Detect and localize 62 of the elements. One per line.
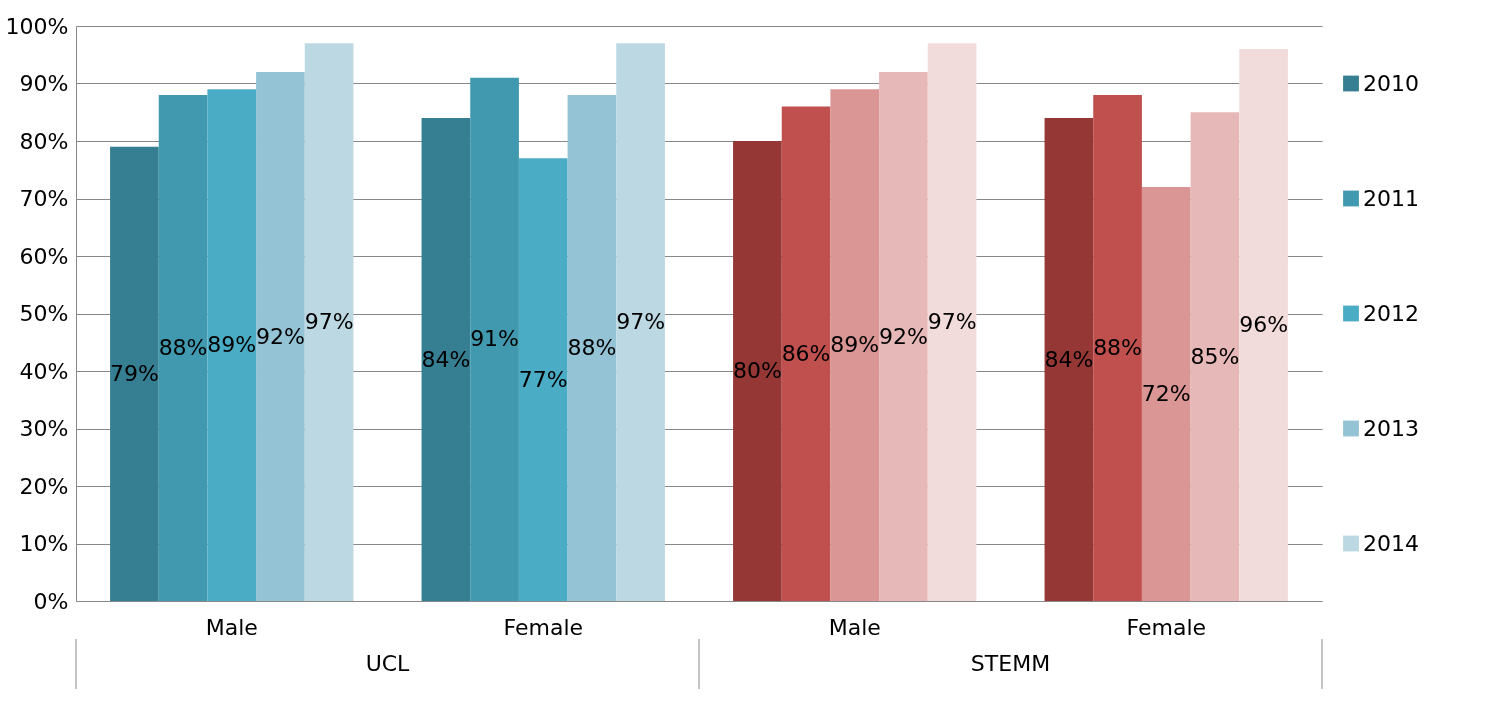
data-label: 88% <box>567 335 617 360</box>
data-label: 97% <box>616 309 666 335</box>
data-label: 85% <box>1190 343 1240 369</box>
bar <box>567 95 617 601</box>
data-label: 86% <box>781 340 831 366</box>
y-tick-label: 60% <box>19 243 69 269</box>
x-tick-label: Male <box>205 614 258 640</box>
bar <box>733 141 782 601</box>
bar <box>518 158 568 601</box>
text: STEMM <box>970 651 1051 676</box>
bar <box>470 77 519 601</box>
data-label: 89% <box>830 332 880 358</box>
bar <box>110 146 159 601</box>
data-label: 80% <box>732 358 782 383</box>
bar <box>1141 187 1191 601</box>
data-label: 91% <box>470 326 520 352</box>
data-label: 89% <box>207 332 257 358</box>
bar <box>1239 49 1288 601</box>
bar <box>304 43 354 601</box>
bar <box>616 43 665 601</box>
bar <box>1093 95 1142 601</box>
x-tick-label: Male <box>828 614 881 640</box>
y-tick-label: 30% <box>19 416 69 441</box>
data-label: 84% <box>421 346 471 372</box>
legend-label: 2014 <box>1363 530 1419 556</box>
y-tick-label: 90% <box>19 71 69 96</box>
y-tick-label: 40% <box>19 358 69 384</box>
data-label: 92% <box>255 323 305 349</box>
y-tick-label: 0% <box>33 588 69 614</box>
bar <box>879 72 928 601</box>
y-tick-label: 100% <box>5 13 69 39</box>
legend-label: 2012 <box>1363 300 1419 326</box>
y-tick-label: 80% <box>19 128 69 154</box>
data-label: 72% <box>1141 381 1191 406</box>
y-tick-label: 50% <box>19 301 69 326</box>
bar <box>781 106 831 601</box>
bar <box>927 43 977 601</box>
x-tick-label: Female <box>503 614 584 640</box>
x-tick-label: Female <box>1126 614 1207 640</box>
legend-label: 2010 <box>1363 70 1419 96</box>
data-label: 97% <box>304 309 354 335</box>
bar <box>158 95 208 601</box>
data-label: 79% <box>109 360 159 386</box>
bar <box>830 89 880 601</box>
legend-label: 2011 <box>1363 185 1419 211</box>
data-label: 92% <box>878 323 928 349</box>
data-label: 88% <box>1093 335 1143 360</box>
y-tick-label: 10% <box>19 531 69 556</box>
data-label: 96% <box>1239 312 1289 337</box>
text: UCL <box>365 651 411 676</box>
data-label: 88% <box>158 335 208 360</box>
data-label: 84% <box>1044 346 1094 372</box>
bar <box>256 72 305 601</box>
bar <box>1044 118 1094 601</box>
y-tick-label: 20% <box>19 473 69 499</box>
legend-label: 2013 <box>1363 415 1419 441</box>
bar <box>1190 112 1240 601</box>
data-label: 77% <box>518 366 568 392</box>
y-tick-label: 70% <box>19 186 69 211</box>
data-label: 97% <box>927 309 977 335</box>
bar <box>207 89 257 601</box>
bar <box>421 118 471 601</box>
